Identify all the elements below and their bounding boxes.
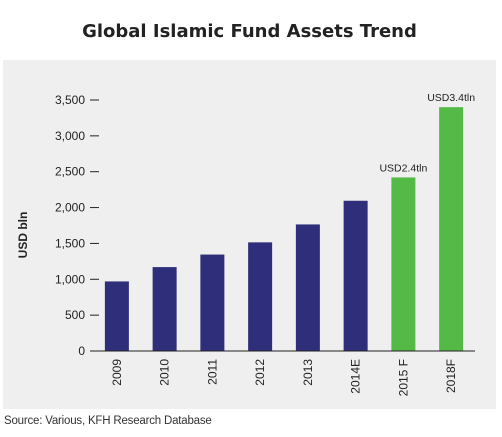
y-tick-label: 1,500 <box>55 236 85 250</box>
x-tick-label: 2018F <box>444 359 458 393</box>
y-tick-label: 0 <box>78 344 85 358</box>
chart-title: Global Islamic Fund Assets Trend <box>82 21 417 42</box>
bars <box>104 107 464 352</box>
x-tick-label: 2014E <box>349 359 363 394</box>
bar <box>200 254 225 351</box>
x-tick-label: 2013 <box>301 359 315 386</box>
bar <box>343 200 368 351</box>
y-tick-label: 500 <box>65 308 85 322</box>
y-axis: 0 500 1,000 1,500 2,000 2,500 3,000 3,500 <box>55 93 99 358</box>
title-band: Global Islamic Fund Assets Trend <box>3 3 496 60</box>
bar <box>248 242 273 351</box>
x-tick-label: 2012 <box>253 359 267 386</box>
x-tick-label: 2009 <box>110 359 124 386</box>
y-tick-label: 1,000 <box>55 272 85 286</box>
y-tick-label: 2,000 <box>55 201 85 215</box>
x-tick-label: 2011 <box>205 359 219 385</box>
bar <box>152 267 177 351</box>
bar-chart: 0 500 1,000 1,500 2,000 2,500 3,000 3,500 USD2.… <box>16 92 475 396</box>
x-tick-label: 2015 F <box>396 359 410 396</box>
bar <box>104 281 129 351</box>
annotations: USD2.4tln USD3.4tln <box>379 92 475 174</box>
x-tick-label: 2010 <box>158 359 172 386</box>
bar <box>391 177 416 351</box>
y-axis-label: USD bln <box>16 212 30 259</box>
bar-annotation: USD3.4tln <box>427 92 475 104</box>
y-tick-label: 3,500 <box>55 93 85 107</box>
bar-annotation: USD2.4tln <box>379 162 427 174</box>
y-tick-label: 3,000 <box>55 129 85 143</box>
y-tick-label: 2,500 <box>55 165 85 179</box>
bar <box>295 224 320 351</box>
chart-frame: Global Islamic Fund Assets Trend 0 500 1,0… <box>3 3 496 409</box>
source-note: Source: Various, KFH Research Database <box>4 415 212 427</box>
bar <box>439 107 464 352</box>
x-axis: 2009 2010 2011 2012 2013 2014E 2015 F 2018F <box>93 350 475 396</box>
